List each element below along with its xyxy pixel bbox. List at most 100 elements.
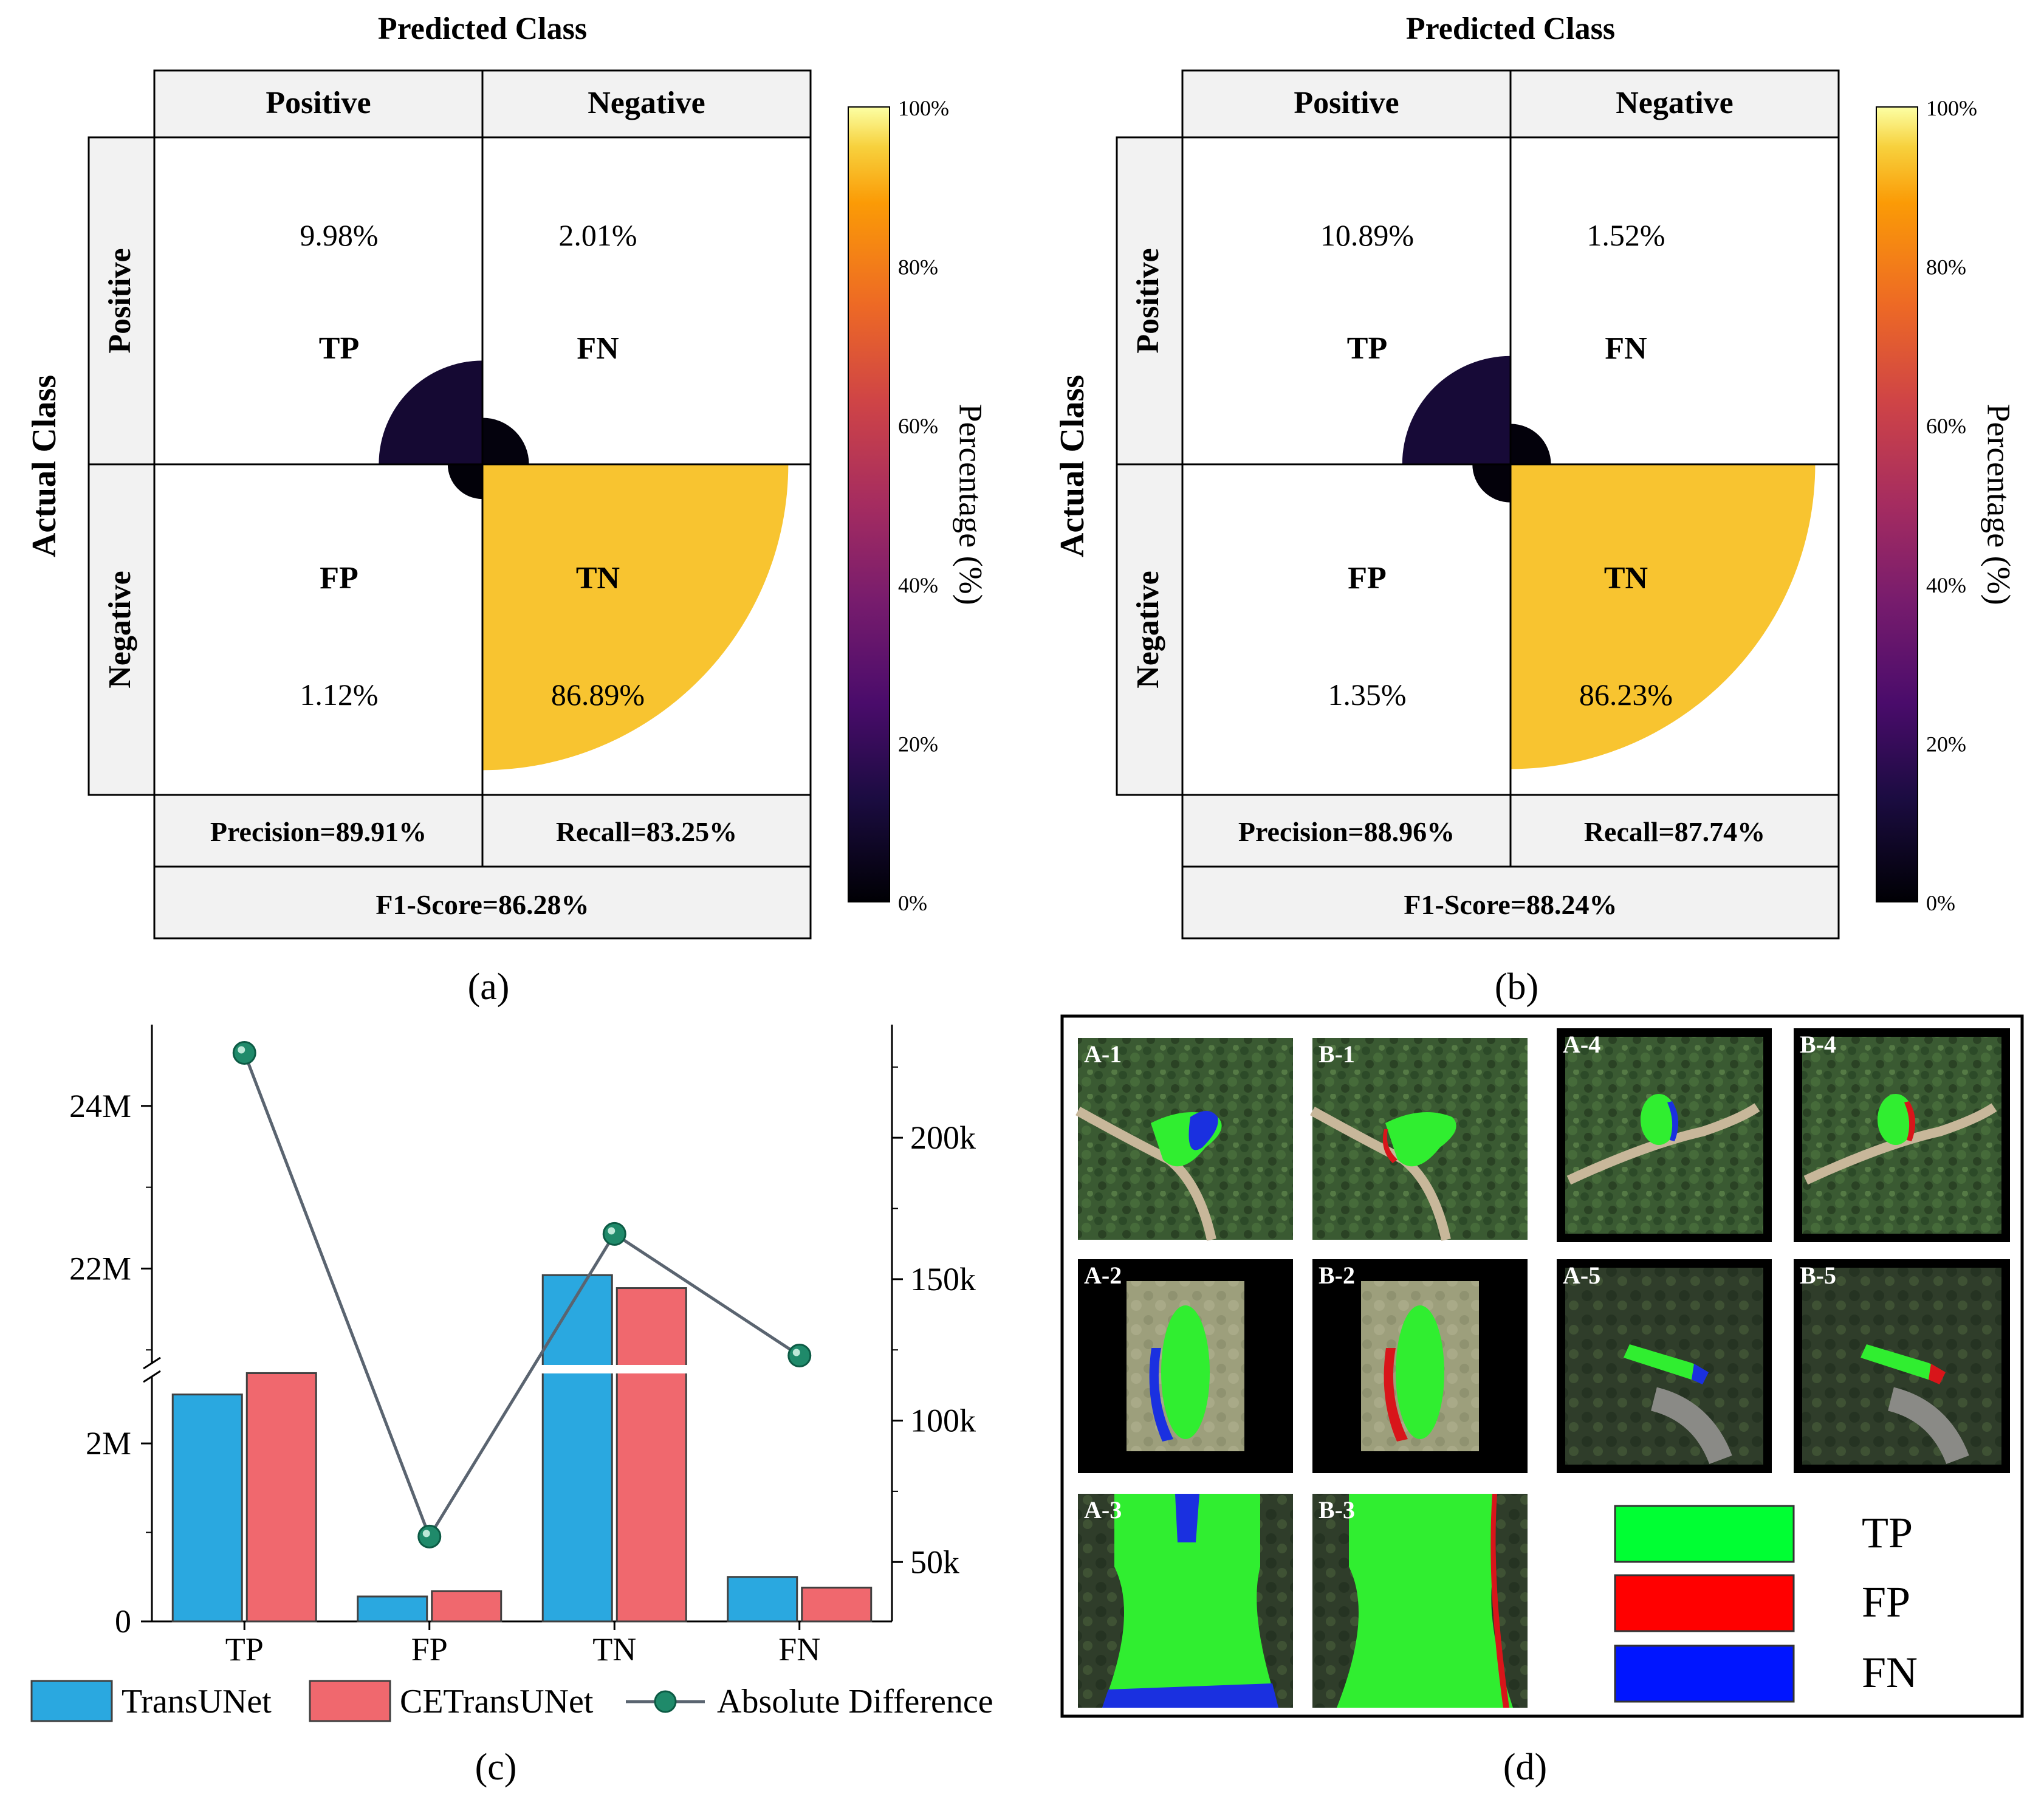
- legend-swatch-tp: [1614, 1505, 1795, 1563]
- bar-cetransunet-tp: [245, 1372, 317, 1623]
- point-highlight: [238, 1046, 245, 1054]
- legend-label-absolute-difference: Absolute Difference: [717, 1683, 993, 1720]
- row-label-negative: Negative: [1131, 571, 1165, 688]
- point-fn: [787, 1344, 812, 1368]
- right-tick-label: 150k: [910, 1261, 976, 1297]
- landslide-mask: [1385, 1112, 1456, 1167]
- axis-break-mark: [143, 1356, 161, 1370]
- x-tick-label: FN: [778, 1631, 820, 1668]
- row-label-positive: Positive: [1131, 248, 1165, 353]
- bar-transunet-tp: [171, 1394, 243, 1623]
- colorbar-tick: 100%: [1926, 96, 1977, 120]
- panel-a: Predicted Class Positive Negative Positive N…: [26, 12, 989, 1008]
- error-mask: [1929, 1364, 1946, 1384]
- col-label-positive: Positive: [1294, 86, 1399, 120]
- legend-swatch-transunet: [30, 1680, 113, 1722]
- colorbar-tick: 80%: [1926, 255, 1966, 280]
- bar-transunet-fn: [727, 1576, 798, 1623]
- actual-class-title: Actual Class: [1054, 375, 1091, 557]
- caption-c: (c): [475, 1747, 517, 1788]
- riverbed: [1650, 1387, 1732, 1465]
- riverbed: [1887, 1387, 1969, 1465]
- legend-label-fn: FN: [1862, 1648, 1918, 1697]
- bar-cetransunet-tn: [616, 1287, 687, 1623]
- f1-text: F1-Score=86.28%: [376, 889, 589, 920]
- error-mask: [1384, 1348, 1408, 1442]
- point-highlight: [792, 1349, 800, 1356]
- row-header-box: [87, 136, 156, 796]
- bar-transunet-tn: [541, 1274, 613, 1623]
- wedge-fp: [447, 464, 482, 500]
- tp-label: TP: [319, 331, 359, 366]
- fn-value: 2.01%: [558, 218, 637, 252]
- landslide-mask: [1878, 1094, 1914, 1145]
- f1-row: [1181, 865, 1840, 940]
- error-mask: [1692, 1364, 1709, 1384]
- thumb-label: A-3: [1084, 1496, 1122, 1524]
- fp-value: 1.35%: [1328, 678, 1406, 712]
- tn-label: TN: [1604, 561, 1648, 596]
- thumbnail-b-2: B-2: [1312, 1259, 1528, 1473]
- wedge-tp: [1402, 356, 1511, 464]
- thumb-label: A-1: [1084, 1040, 1122, 1068]
- colorbar-title: Percentage (%): [1981, 404, 2017, 605]
- thumbnail-a-3: A-3: [1078, 1494, 1293, 1708]
- panel-c: 0 2M 22M 24M 50k 100k 150k 200k TP FP TN FN TransUNe…: [30, 1025, 993, 1788]
- line-absolute-difference: [242, 1052, 801, 1541]
- road: [1803, 1103, 1997, 1185]
- tn-value: 86.23%: [1579, 678, 1673, 712]
- tn-label: TN: [576, 561, 620, 596]
- point-tp: [232, 1041, 256, 1065]
- thumbnail-b-1: B-1: [1310, 1038, 1528, 1241]
- fp-value: 1.12%: [300, 678, 378, 712]
- thumb-label: A-2: [1084, 1262, 1122, 1289]
- error-mask: [1102, 1683, 1278, 1708]
- thumbnail-a-2: A-2: [1078, 1259, 1293, 1473]
- landslide-mask: [1641, 1094, 1677, 1145]
- axis-break-mark: [143, 1370, 161, 1383]
- actual-class-title: Actual Class: [26, 375, 63, 557]
- landslide-mask: [1624, 1344, 1704, 1383]
- legend-label-tp: TP: [1862, 1508, 1913, 1557]
- legend-label-fp: FP: [1862, 1578, 1910, 1626]
- landslide-mask: [1861, 1344, 1941, 1383]
- col-label-positive: Positive: [266, 86, 371, 120]
- row-label-positive: Positive: [103, 248, 137, 353]
- left-tick-label: 0: [115, 1603, 131, 1640]
- wedge-fn: [482, 418, 529, 464]
- panel-d: A-1 B-1 A-4 B-4 A-2 B-2 A-5 B-5 A-3 B-3 TP FP FN (d): [1060, 1014, 2024, 1788]
- thumb-label: B-4: [1800, 1031, 1836, 1058]
- f1-text: F1-Score=88.24%: [1404, 889, 1617, 920]
- caption-d: (d): [1503, 1747, 1547, 1788]
- fn-value: 1.52%: [1586, 218, 1665, 252]
- precision-text: Precision=89.91%: [210, 816, 427, 847]
- error-mask: [1149, 1348, 1173, 1442]
- thumbnail-a-5: A-5: [1557, 1259, 1772, 1473]
- wedge-fp: [1472, 464, 1511, 503]
- fn-label: FN: [1605, 331, 1647, 366]
- left-tick-label: 24M: [69, 1088, 131, 1124]
- right-tick-label: 100k: [910, 1403, 976, 1439]
- colorbar-tick: 20%: [1926, 732, 1966, 756]
- tp-label: TP: [1347, 331, 1387, 366]
- colorbar-tick: 80%: [898, 255, 938, 280]
- legend-swatch-cetransunet: [309, 1680, 391, 1722]
- precision-text: Precision=88.96%: [1238, 816, 1455, 847]
- thumbnail-a-4: A-4: [1557, 1028, 1772, 1242]
- panel-b: Predicted Class Positive Negative Positive N…: [1054, 12, 2017, 1008]
- left-tick-label: 22M: [69, 1250, 131, 1287]
- thumb-label: B-3: [1319, 1496, 1355, 1524]
- landslide-mask: [1337, 1494, 1513, 1708]
- x-tick-label: TP: [225, 1631, 264, 1668]
- point-tn: [602, 1222, 626, 1246]
- thumb-label: B-1: [1319, 1040, 1355, 1068]
- colorbar: [848, 106, 890, 902]
- caption-b: (b): [1495, 966, 1538, 1008]
- colorbar-tick: 100%: [898, 96, 949, 120]
- row-header-box: [1116, 136, 1184, 796]
- colorbar-tick: 40%: [898, 573, 938, 597]
- fp-label: FP: [1348, 561, 1387, 596]
- legend-swatch-fn: [1614, 1644, 1795, 1703]
- left-tick-label: 2M: [86, 1425, 131, 1462]
- bar-cetransunet-fp: [431, 1590, 502, 1623]
